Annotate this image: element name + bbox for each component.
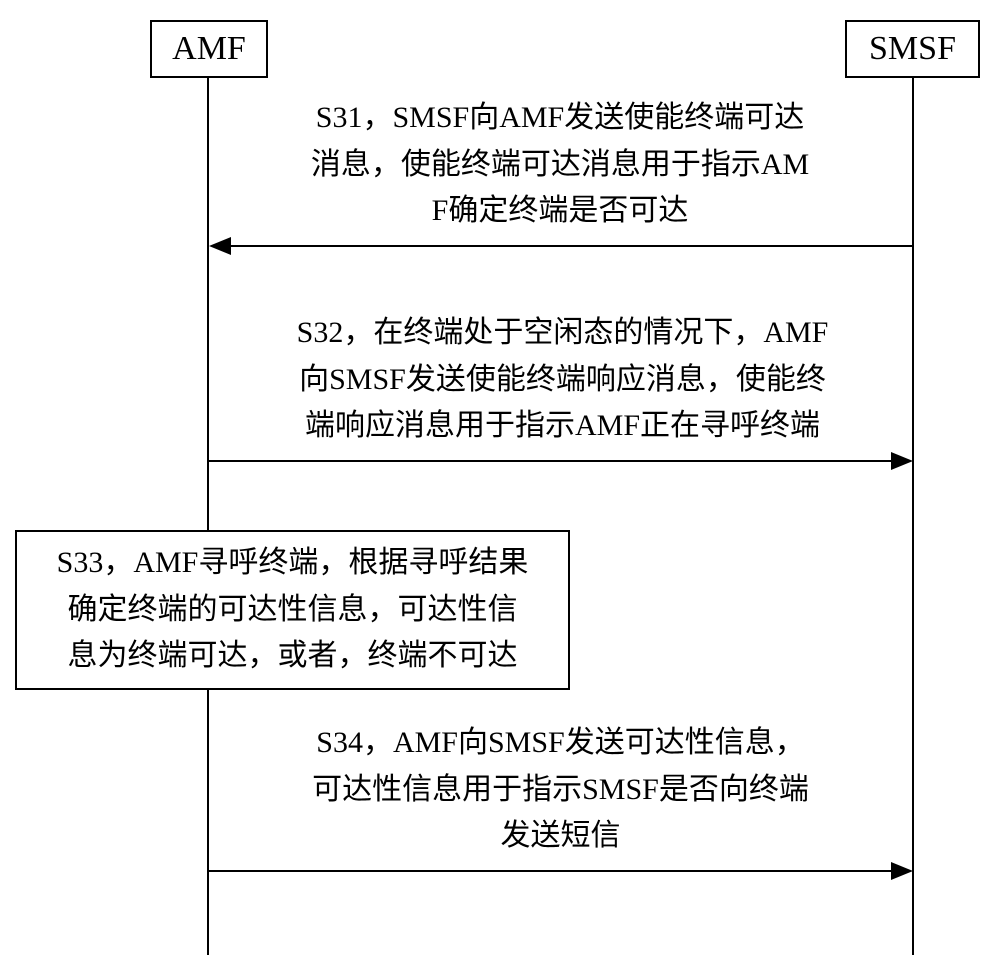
msg-s34-line1: S34，AMF向SMSF发送可达性信息，	[316, 726, 804, 759]
msg-s34-text: S34，AMF向SMSF发送可达性信息， 可达性信息用于指示SMSF是否向终端 …	[248, 720, 873, 860]
msg-s34-line3: 发送短信	[501, 819, 621, 852]
msg-s31-line2: 消息，使能终端可达消息用于指示AM	[311, 148, 809, 181]
msg-s32-line3: 端响应消息用于指示AMF正在寻呼终端	[305, 409, 820, 442]
msg-s32-line2: 向SMSF发送使能终端响应消息，使能终	[299, 363, 826, 396]
msg-s31-line1: S31，SMSF向AMF发送使能终端可达	[316, 101, 804, 134]
msg-s32-arrow-head	[891, 452, 913, 470]
msg-s31-arrow-head	[209, 237, 231, 255]
msg-s31-text: S31，SMSF向AMF发送使能终端可达 消息，使能终端可达消息用于指示AM F…	[240, 95, 880, 235]
msg-s32-text: S32，在终端处于空闲态的情况下，AMF 向SMSF发送使能终端响应消息，使能终…	[230, 310, 895, 450]
actor-smsf-box: SMSF	[845, 20, 980, 78]
lifeline-amf	[207, 78, 209, 955]
note-s33-line2: 确定终端的可达性信息，可达性信	[68, 593, 518, 626]
msg-s34-arrow-head	[891, 862, 913, 880]
note-s33-line1: S33，AMF寻呼终端，根据寻呼结果	[57, 546, 529, 579]
sequence-diagram: AMF SMSF S31，SMSF向AMF发送使能终端可达 消息，使能终端可达消…	[0, 0, 1000, 957]
note-s33-box: S33，AMF寻呼终端，根据寻呼结果 确定终端的可达性信息，可达性信 息为终端可…	[15, 530, 570, 690]
msg-s32-arrow-line	[209, 460, 893, 462]
msg-s31-line3: F确定终端是否可达	[432, 194, 689, 227]
msg-s34-arrow-line	[209, 870, 893, 872]
msg-s31-arrow-line	[229, 245, 913, 247]
actor-amf-label: AMF	[172, 30, 246, 67]
msg-s32-line1: S32，在终端处于空闲态的情况下，AMF	[297, 316, 829, 349]
lifeline-smsf	[912, 78, 914, 955]
actor-smsf-label: SMSF	[869, 30, 956, 67]
actor-amf-box: AMF	[150, 20, 268, 78]
msg-s34-line2: 可达性信息用于指示SMSF是否向终端	[312, 773, 809, 806]
note-s33-line3: 息为终端可达，或者，终端不可达	[68, 639, 518, 672]
